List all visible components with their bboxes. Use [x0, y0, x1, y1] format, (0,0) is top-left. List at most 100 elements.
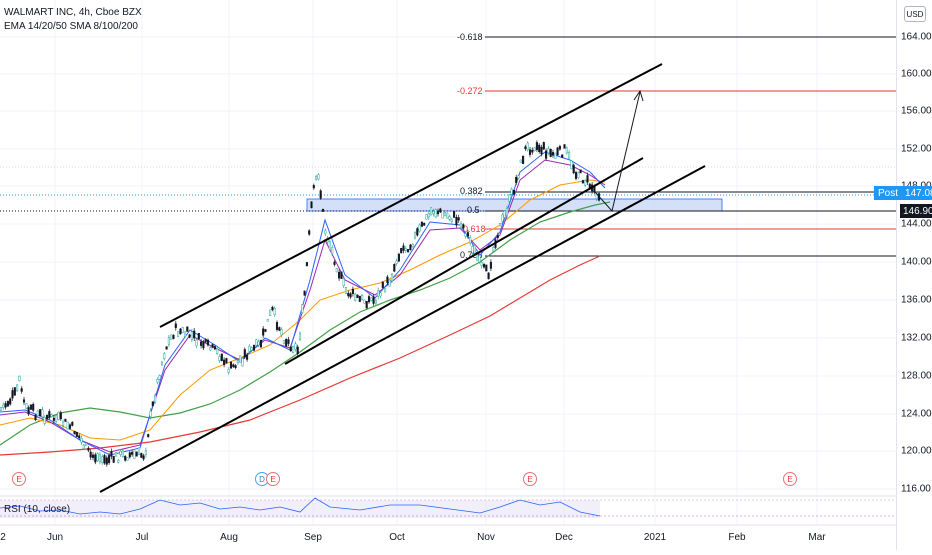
channel-middle-line[interactable]	[284, 157, 644, 365]
candle-body	[239, 355, 242, 363]
candle-body	[312, 185, 315, 189]
candle-body	[11, 390, 14, 399]
fib-label-0618: 0.618	[463, 224, 486, 234]
candle-body	[400, 248, 403, 254]
candle-body	[519, 159, 522, 163]
candle-body	[434, 209, 437, 218]
candle-body	[446, 212, 449, 219]
candle-body	[331, 247, 334, 254]
candle-body	[294, 343, 297, 350]
currency-button[interactable]: USD	[904, 6, 926, 22]
rsi-legend[interactable]: RSI (10, close)	[4, 504, 71, 515]
candle-body	[163, 353, 166, 360]
candle-body	[542, 142, 545, 150]
price-tick: 164.00	[901, 31, 932, 43]
candle-body	[264, 329, 267, 332]
candle-body	[404, 248, 407, 251]
indicator-list[interactable]: EMA 14/20/50 SMA 8/100/200	[4, 21, 138, 32]
ema50-line[interactable]	[0, 179, 606, 441]
earnings-marker-jun[interactable]: E	[12, 472, 26, 486]
price-axis[interactable]: 164.00 160.00 156.00 152.00 148.00 144.0…	[896, 0, 932, 550]
candle-body	[9, 398, 12, 405]
rsi-band	[0, 500, 600, 518]
channel-upper-line[interactable]	[159, 63, 663, 328]
ema20-line[interactable]	[0, 159, 606, 453]
candle-body	[535, 142, 538, 150]
post-price-tag: Post 147.08	[874, 186, 932, 200]
candle-body	[105, 457, 108, 465]
candle-body	[48, 411, 51, 418]
sma100-line[interactable]	[0, 201, 611, 446]
chart-area[interactable]: -0.618 -0.272 0.382 0.5 0.618 0.786 E D …	[0, 0, 896, 550]
price-tick: 160.00	[901, 68, 932, 80]
candle-body	[229, 361, 233, 369]
candle-body	[73, 430, 76, 435]
candle-body	[181, 327, 184, 333]
candle-body	[25, 403, 28, 409]
candle-body	[381, 281, 384, 288]
candle-body	[101, 456, 104, 463]
candle-body	[149, 410, 152, 417]
candle-body	[517, 175, 520, 179]
candle-body	[547, 148, 550, 154]
fib-label-05: 0.5	[467, 205, 480, 215]
supply-zone[interactable]	[306, 198, 723, 212]
candle-body	[6, 400, 9, 407]
candle-body	[204, 338, 207, 343]
candle-body	[257, 341, 260, 346]
candle-body	[36, 410, 39, 416]
candle-body	[443, 212, 446, 217]
chart-legend: WALMART INC, 4h, Cboe BZX EMA 14/20/50 S…	[4, 6, 142, 34]
channel-lower-line[interactable]	[99, 165, 706, 493]
earnings-marker-feb[interactable]: E	[783, 472, 797, 486]
candle-body	[200, 341, 203, 346]
candle-body	[27, 407, 30, 415]
candle-body	[39, 409, 42, 417]
candle-body	[581, 180, 584, 184]
ema14-line[interactable]	[0, 151, 606, 456]
candle-body	[287, 339, 290, 344]
symbol-title[interactable]: WALMART INC, 4h, Cboe BZX	[4, 7, 142, 18]
candlestick-series[interactable]	[0, 140, 601, 467]
candle-body	[151, 401, 154, 406]
candle-body	[551, 152, 555, 156]
candle-body	[193, 330, 196, 339]
candle-body	[395, 260, 398, 264]
candle-body	[22, 399, 26, 403]
last-tag-value: 146.90	[900, 204, 932, 218]
earnings-marker-sep[interactable]: E	[266, 472, 280, 486]
candle-body	[255, 339, 258, 346]
price-chart[interactable]: -0.618 -0.272 0.382 0.5 0.618 0.786	[0, 0, 896, 550]
candle-body	[315, 176, 318, 180]
candle-body	[413, 232, 417, 239]
sma200-line[interactable]	[0, 255, 601, 456]
candle-body	[50, 414, 53, 417]
candle-body	[225, 358, 228, 364]
time-label-mar: Mar	[808, 532, 826, 543]
candle-body	[206, 339, 210, 346]
candle-body	[522, 155, 525, 164]
candle-body	[568, 152, 571, 159]
projection-path[interactable]	[594, 91, 641, 213]
candle-body	[172, 334, 175, 339]
candle-body	[128, 452, 131, 458]
rsi-line[interactable]	[0, 497, 601, 517]
candle-body	[66, 421, 69, 430]
candle-body	[186, 326, 189, 332]
candle-body	[462, 224, 465, 229]
candle-body	[409, 244, 412, 250]
candle-body	[301, 304, 304, 313]
candle-body	[482, 264, 486, 268]
fib-label-neg0618: -0.618	[457, 32, 483, 42]
candle-body	[126, 457, 129, 461]
earnings-marker-nov[interactable]: E	[523, 472, 537, 486]
candle-body	[354, 293, 357, 301]
candle-body	[390, 273, 394, 282]
time-label-aug: Aug	[220, 532, 238, 543]
candle-body	[524, 146, 527, 150]
candle-body	[372, 296, 375, 304]
candle-body	[503, 210, 506, 218]
candle-body	[407, 249, 410, 253]
candle-body	[386, 276, 389, 284]
candle-body	[485, 264, 488, 272]
